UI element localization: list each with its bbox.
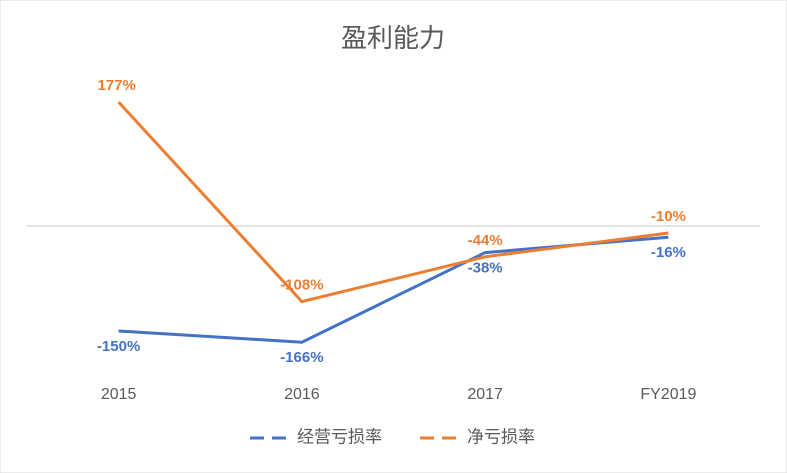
data-label: -10% [651, 208, 686, 225]
data-label: -44% [468, 232, 503, 249]
line [117, 101, 669, 304]
x-tick-label: 2015 [101, 386, 137, 403]
data-label: -38% [468, 260, 503, 277]
x-tick-label: 2017 [467, 386, 503, 403]
data-label: -166% [280, 349, 323, 366]
chart-title: 盈利能力 [341, 23, 445, 53]
legend-label: 经营亏损率 [297, 427, 382, 446]
data-label: 177% [97, 77, 135, 94]
legend-label: 净亏损率 [467, 427, 535, 446]
x-tick-label: 2016 [284, 386, 320, 403]
data-label: -16% [651, 244, 686, 261]
data-label: -150% [97, 338, 140, 355]
x-tick-label: FY2019 [640, 386, 696, 403]
data-label: -108% [280, 277, 323, 294]
